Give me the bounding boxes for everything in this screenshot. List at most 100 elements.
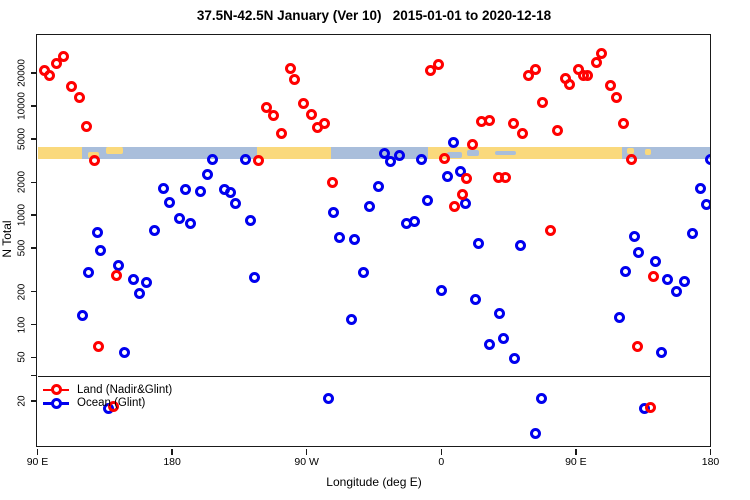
- data-point-ocean: [334, 231, 346, 243]
- y-tick-label: 20000: [16, 59, 28, 87]
- band-segment-land: [38, 147, 83, 159]
- x-tick-label: 90 E: [26, 456, 49, 468]
- data-point-ocean: [633, 246, 645, 258]
- data-point-land: [467, 138, 479, 150]
- data-point-land: [111, 270, 123, 282]
- data-point-land: [268, 110, 280, 122]
- data-point-ocean: [349, 233, 361, 245]
- y-tick-mark: [30, 181, 37, 184]
- data-point-land: [537, 96, 549, 108]
- data-point-land: [530, 63, 542, 75]
- data-point-ocean: [497, 333, 509, 345]
- data-point-ocean: [494, 307, 506, 319]
- data-point-ocean: [372, 180, 384, 192]
- data-point-land: [438, 153, 450, 165]
- data-point-ocean: [650, 256, 662, 268]
- data-point-ocean: [678, 275, 690, 287]
- data-point-ocean: [76, 310, 88, 322]
- y-tick-label: 50: [16, 351, 28, 363]
- data-point-land: [507, 118, 519, 130]
- data-point-land: [326, 176, 338, 188]
- data-point-ocean: [230, 197, 242, 209]
- data-point-ocean: [661, 274, 673, 285]
- band-segment-ocean: [622, 147, 710, 159]
- data-point-land: [81, 120, 93, 132]
- data-point-land: [253, 155, 265, 167]
- data-point-ocean: [393, 150, 405, 162]
- data-point-ocean: [470, 294, 482, 306]
- data-point-ocean: [364, 201, 375, 213]
- x-tick-label: 0: [438, 456, 445, 468]
- data-point-land: [305, 108, 317, 120]
- data-point-ocean: [358, 267, 370, 279]
- data-point-land: [73, 91, 85, 103]
- data-point-ocean: [705, 153, 710, 165]
- data-point-ocean: [408, 216, 420, 228]
- y-tick-label: 20: [16, 395, 28, 407]
- data-point-land: [260, 101, 272, 113]
- data-point-land: [107, 400, 119, 412]
- data-point-land: [544, 224, 556, 236]
- data-point-land: [618, 118, 630, 130]
- data-point-ocean: [655, 347, 667, 359]
- data-point-ocean: [515, 239, 527, 251]
- y-tick-label: 2000: [16, 171, 28, 194]
- data-point-ocean: [94, 245, 106, 257]
- band-segment-land: [427, 147, 623, 159]
- plot-area: Land (Nadir&Glint) Ocean (Glint): [38, 36, 710, 446]
- data-point-land: [564, 78, 576, 90]
- data-point-land: [604, 79, 616, 91]
- chart-title: 37.5N-42.5N January (Ver 10) 2015-01-01 …: [196, 8, 552, 23]
- band-segment-ocean: [82, 147, 258, 159]
- data-point-ocean: [422, 194, 434, 206]
- data-point-land: [625, 154, 637, 166]
- data-point-ocean: [180, 184, 192, 196]
- band-patch-ocean: [447, 151, 463, 159]
- data-point-ocean: [455, 166, 467, 178]
- data-point-ocean: [239, 154, 251, 166]
- data-point-land: [88, 155, 100, 167]
- data-point-land: [631, 340, 643, 352]
- data-point-ocean: [619, 266, 631, 278]
- data-point-ocean: [82, 266, 94, 278]
- data-point-ocean: [613, 311, 625, 323]
- data-point-land: [284, 62, 296, 74]
- x-tick-label: 180: [163, 456, 181, 468]
- y-tick-mark: [30, 105, 37, 107]
- data-point-ocean: [328, 207, 340, 219]
- y-axis-label: N Total: [0, 220, 14, 258]
- data-point-ocean: [119, 347, 131, 359]
- y-tick-mark: [30, 214, 37, 216]
- x-tick-mark: [709, 448, 712, 455]
- y-tick-mark: [30, 356, 37, 359]
- band-patch-land: [626, 148, 635, 155]
- data-point-land: [425, 65, 437, 77]
- data-point-ocean: [127, 274, 139, 286]
- data-point-land: [58, 50, 70, 62]
- x-tick-label: 90 W: [294, 456, 319, 468]
- data-point-ocean: [184, 218, 196, 230]
- data-point-land: [522, 70, 534, 82]
- data-point-ocean: [687, 228, 699, 239]
- band-patch-ocean: [495, 151, 517, 156]
- data-point-land: [319, 118, 331, 130]
- data-point-land: [93, 340, 105, 352]
- data-point-ocean: [163, 197, 175, 209]
- data-point-ocean: [629, 230, 641, 242]
- x-tick-mark: [305, 448, 308, 455]
- legend: Land (Nadir&Glint) Ocean (Glint): [43, 383, 172, 410]
- data-point-land: [552, 125, 564, 137]
- data-point-land: [449, 201, 461, 213]
- data-point-ocean: [174, 213, 186, 225]
- legend-item-land: Land (Nadir&Glint): [43, 383, 172, 397]
- y-tick-mark: [30, 374, 37, 377]
- data-point-ocean: [346, 314, 358, 326]
- land-marker-icon: [43, 384, 69, 396]
- y-tick-mark: [30, 247, 37, 249]
- data-point-land: [516, 127, 528, 139]
- data-point-ocean: [700, 198, 710, 210]
- y-tick-label: 5000: [16, 127, 28, 150]
- legend-item-ocean: Ocean (Glint): [43, 397, 172, 411]
- y-tick-mark: [30, 400, 37, 402]
